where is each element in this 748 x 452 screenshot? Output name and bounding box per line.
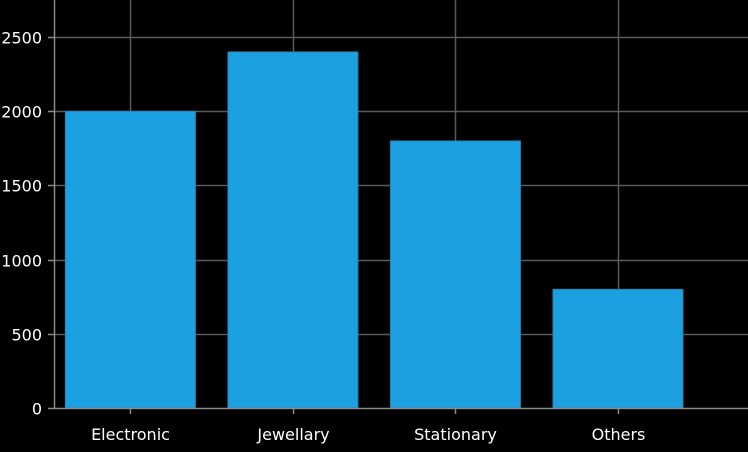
axes-layer	[48, 0, 748, 414]
bar-electronic	[64, 110, 196, 409]
x-tick-label-stationary: Stationary	[414, 425, 497, 444]
y-tick-label: 2500	[1, 29, 42, 48]
y-tick-label: 2000	[1, 103, 42, 122]
bar-others	[552, 288, 684, 409]
bars-layer	[64, 51, 684, 409]
y-tick-label: 1500	[1, 177, 42, 196]
x-tick-label-others: Others	[592, 425, 646, 444]
labels-layer: 0 500 1000 1500 2000 2500 Electronic Jewellary S…	[1, 29, 645, 445]
bar-stationary	[389, 140, 521, 409]
y-tick-label: 500	[11, 326, 42, 345]
y-tick-label: 0	[32, 400, 42, 419]
bar-jewellary	[227, 51, 359, 409]
y-tick-label: 1000	[1, 252, 42, 271]
x-tick-label-jewellary: Jewellary	[256, 425, 329, 444]
x-tick-label-electronic: Electronic	[91, 425, 170, 444]
